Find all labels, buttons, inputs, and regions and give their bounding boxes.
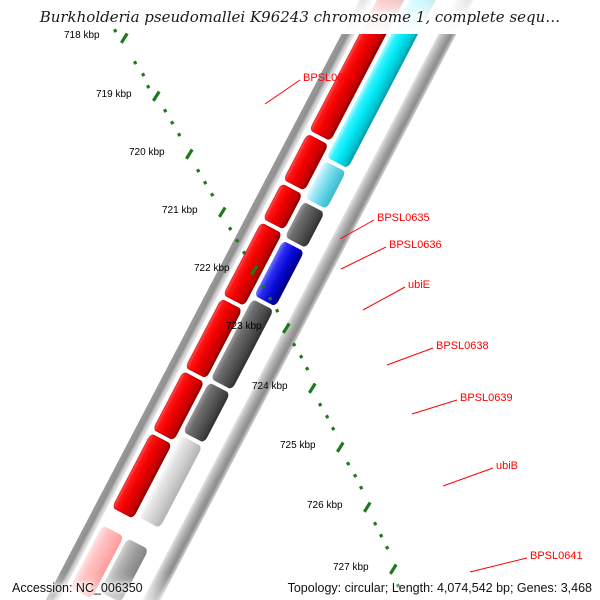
ruler-tick-label: 720 kbp — [129, 147, 165, 158]
ruler-tick-label: 726 kbp — [307, 500, 343, 511]
gene-label[interactable]: BPSL0641 — [530, 550, 583, 562]
status-bar: Accession: NC_006350 Topology: circular;… — [0, 574, 600, 600]
topology-text: Topology: circular; Length: 4,074,542 bp… — [287, 581, 592, 595]
gene-label[interactable]: ubiE — [408, 279, 431, 291]
gene-label[interactable]: BPSL0634 — [303, 72, 356, 84]
ruler-tick-label: 722 kbp — [194, 263, 230, 274]
ruler-tick-label: 718 kbp — [64, 30, 100, 41]
ruler-tick-label: 725 kbp — [280, 440, 316, 451]
gene-label[interactable]: BPSL0635 — [377, 212, 430, 224]
page-title: Burkholderia pseudomallei K96243 chromos… — [39, 8, 561, 26]
gene-label[interactable]: ubiB — [496, 460, 519, 472]
gene-label[interactable]: BPSL0638 — [436, 340, 489, 352]
ruler-tick-label: 723 kbp — [226, 321, 262, 332]
ruler-tick-label: 719 kbp — [96, 89, 132, 100]
ruler-tick-label: 721 kbp — [162, 205, 198, 216]
gene-label[interactable]: BPSL0636 — [389, 239, 442, 251]
accession-text: Accession: NC_006350 — [12, 581, 143, 595]
ruler-tick-label: 724 kbp — [252, 381, 288, 392]
ruler-tick-label: 727 kbp — [333, 562, 369, 573]
gene-label[interactable]: BPSL0639 — [460, 392, 513, 404]
